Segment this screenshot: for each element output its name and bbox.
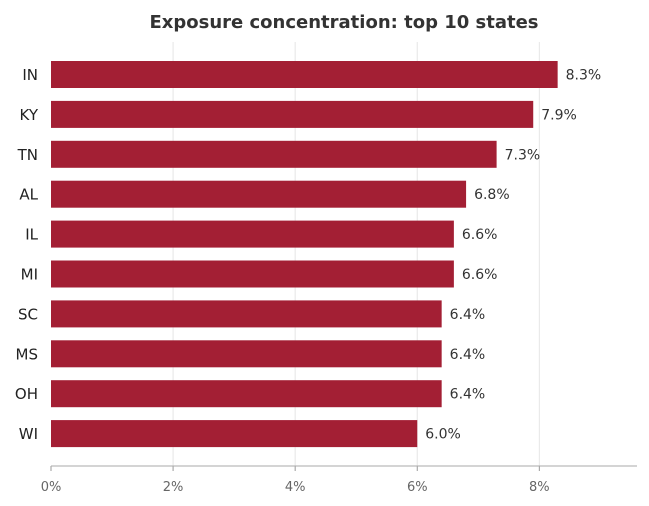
data-label: 6.0%: [425, 427, 461, 443]
data-label: 8.3%: [566, 68, 602, 84]
data-label: 6.4%: [450, 347, 486, 363]
y-tick-labels: IN KY TN AL IL MI SC MS OH WI: [15, 66, 39, 443]
x-axis: 0% 2% 4% 6% 8%: [41, 465, 637, 495]
bar: [51, 260, 454, 288]
data-label: 6.6%: [462, 267, 498, 283]
y-tick-label: OH: [15, 385, 38, 403]
y-tick-label: MS: [16, 345, 38, 363]
bar: [51, 180, 467, 208]
data-label: 6.6%: [462, 227, 498, 243]
x-tick-label: 6%: [407, 480, 428, 495]
bar: [51, 340, 442, 368]
bar: [51, 140, 497, 168]
y-tick-label: TN: [17, 146, 38, 164]
bar: [51, 61, 558, 88]
bar: [51, 300, 442, 328]
data-label: 6.8%: [474, 187, 510, 203]
data-labels: 8.3% 7.9% 7.3% 6.8% 6.6% 6.6% 6.4% 6.4% 6.4% 6.0%: [425, 68, 601, 443]
y-tick-label: KY: [20, 106, 39, 124]
data-label: 7.3%: [505, 147, 541, 163]
x-tick-label: 4%: [285, 480, 306, 495]
y-tick-label: WI: [19, 425, 38, 443]
bar: [51, 380, 442, 408]
data-label: 7.9%: [541, 107, 577, 123]
x-tick-label: 8%: [529, 480, 550, 495]
y-tick-label: AL: [19, 186, 38, 204]
bar: [51, 220, 454, 248]
y-tick-label: IL: [25, 226, 38, 244]
bar: [51, 420, 418, 448]
bar: [51, 100, 534, 128]
data-label: 6.4%: [450, 307, 486, 323]
data-label: 6.4%: [450, 387, 486, 403]
y-tick-label: MI: [21, 266, 38, 284]
x-tick-label: 0%: [41, 480, 62, 495]
bars: [51, 61, 558, 448]
x-tick-label: 2%: [163, 480, 184, 495]
y-tick-label: SC: [18, 305, 38, 323]
y-tick-label: IN: [22, 66, 38, 84]
chart-title: Exposure concentration: top 10 states: [149, 12, 538, 33]
